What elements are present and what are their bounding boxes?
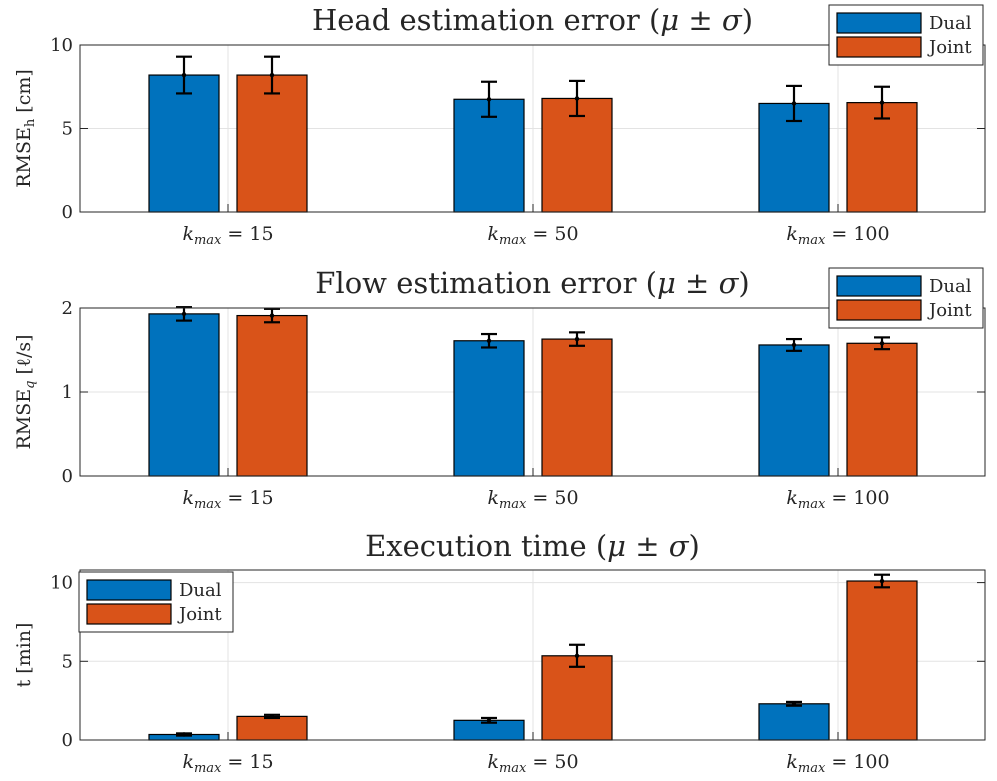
- chart-panel-3: 0 5 10 kmax = 15 kmax = 50 kmax = 100 Executio…: [13, 529, 986, 776]
- legend-swatch-dual: [86, 579, 172, 601]
- bar-dual: [453, 98, 525, 213]
- x-tick-label: kmax = 15: [182, 487, 273, 512]
- bar-joint: [541, 655, 613, 741]
- y-tick-label: 2: [62, 298, 73, 319]
- y-tick-label: 10: [50, 573, 73, 594]
- bar-dual: [453, 340, 525, 477]
- mean-marker: [791, 101, 797, 106]
- y-tick-label: 5: [62, 119, 73, 140]
- mean-marker: [486, 97, 492, 102]
- bar-dual: [758, 703, 830, 741]
- mean-marker: [574, 336, 580, 342]
- chart-title: Flow estimation error (μ ± σ): [315, 266, 749, 300]
- legend-label-joint: Joint: [927, 300, 972, 321]
- y-tick-label: 5: [62, 651, 73, 672]
- y-tick-label: 0: [62, 730, 73, 751]
- legend-label-joint: Joint: [927, 37, 972, 58]
- bar-dual: [148, 313, 220, 477]
- mean-marker: [791, 342, 797, 348]
- chart-title: Execution time (μ ± σ): [365, 529, 700, 563]
- mean-marker: [791, 701, 797, 706]
- legend-label-joint: Joint: [177, 604, 222, 625]
- legend: Dual Joint: [828, 4, 984, 66]
- chart-panel-1: 0 5 10 kmax = 15 kmax = 50 kmax = 100 Head est…: [13, 3, 986, 248]
- x-tick-label: kmax = 100: [786, 223, 889, 248]
- y-tick-label: 10: [50, 35, 73, 56]
- mean-marker: [181, 72, 187, 78]
- legend-swatch-dual: [836, 12, 922, 34]
- x-tick-label: kmax = 15: [182, 223, 273, 248]
- legend-label-dual: Dual: [179, 580, 222, 601]
- legend-swatch-joint: [836, 36, 922, 58]
- x-tick-label: kmax = 100: [786, 751, 889, 776]
- legend-swatch-joint: [86, 603, 172, 625]
- bar-joint: [846, 342, 918, 477]
- y-axis-label: RMSEq [ℓ/s]: [13, 334, 38, 449]
- bar-joint: [236, 314, 308, 477]
- mean-marker: [574, 653, 580, 658]
- bar-joint: [541, 338, 613, 477]
- bar-dual: [148, 74, 220, 213]
- legend-label-dual: Dual: [929, 13, 972, 34]
- mean-marker: [269, 72, 275, 78]
- mean-marker: [269, 313, 275, 318]
- chart-title: Head estimation error (μ ± σ): [312, 3, 753, 37]
- mean-marker: [181, 732, 187, 737]
- mean-marker: [486, 338, 492, 343]
- mean-marker: [181, 311, 187, 317]
- x-tick-label: kmax = 50: [487, 223, 578, 248]
- y-axis-label: t [min]: [13, 623, 35, 688]
- y-axis-label: RMSEh [cm]: [13, 69, 38, 188]
- mean-marker: [879, 341, 885, 346]
- x-tick-label: kmax = 50: [487, 751, 578, 776]
- legend: Dual Joint: [828, 267, 984, 329]
- legend-swatch-dual: [836, 275, 922, 297]
- bar-joint: [236, 715, 308, 741]
- legend-label-dual: Dual: [929, 276, 972, 297]
- mean-marker: [269, 714, 275, 719]
- x-tick-label: kmax = 50: [487, 487, 578, 512]
- mean-marker: [574, 96, 580, 101]
- bar-dual: [758, 344, 830, 477]
- x-tick-label: kmax = 100: [786, 487, 889, 512]
- bar-joint: [846, 580, 918, 741]
- y-tick-label: 0: [62, 202, 73, 223]
- legend: Dual Joint: [78, 571, 234, 633]
- x-tick-label: kmax = 15: [182, 751, 273, 776]
- chart-panel-2: 0 1 2 kmax = 15 kmax = 50 kmax = 100 Flow esti…: [13, 266, 986, 512]
- bar-joint: [236, 74, 308, 213]
- legend-swatch-joint: [836, 299, 922, 321]
- y-tick-label: 1: [62, 382, 73, 403]
- mean-marker: [879, 100, 885, 105]
- y-tick-label: 0: [62, 466, 73, 487]
- mean-marker: [879, 578, 885, 584]
- mean-marker: [486, 718, 492, 723]
